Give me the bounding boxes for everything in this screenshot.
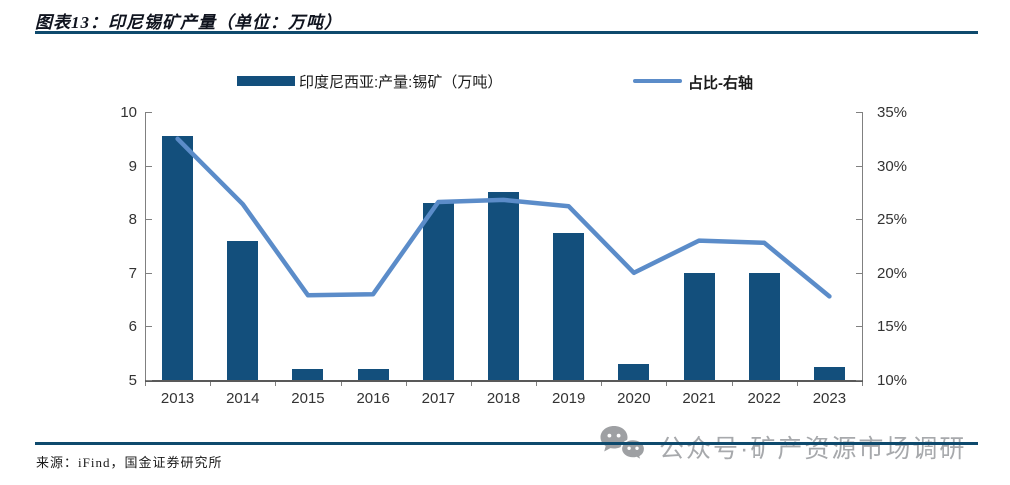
y-axis-label: 5	[128, 372, 137, 389]
source-note: 来源：iFind，国金证券研究所	[36, 455, 223, 470]
bar-2015	[292, 369, 324, 380]
y-axis-label: 8	[128, 211, 137, 229]
bar-2014	[227, 240, 259, 380]
x-axis-label: 2018	[486, 390, 521, 407]
y-axis-tick	[146, 165, 152, 167]
right-axis-line	[862, 112, 863, 380]
x-axis-tick	[145, 382, 146, 386]
bar-2023	[813, 366, 845, 380]
right-axis-tick	[856, 272, 862, 274]
right-axis-tick	[856, 112, 862, 113]
x-axis-label: 2021	[682, 390, 716, 407]
bar-2013	[162, 136, 194, 380]
wechat-bubbles-icon	[597, 424, 649, 469]
x-axis-tick	[862, 382, 863, 386]
right-axis-tick	[856, 326, 862, 328]
legend-bar-swatch	[237, 76, 295, 86]
right-axis-label: 35%	[877, 104, 908, 121]
right-axis-label: 25%	[877, 211, 908, 229]
right-axis-label: 30%	[877, 157, 908, 175]
page-title: 图表13：印尼锡矿产量（单位：万吨）	[35, 13, 342, 32]
x-axis-tick	[340, 382, 342, 386]
x-axis-tick	[666, 382, 668, 386]
x-axis-label: 2022	[747, 390, 781, 407]
right-axis-tick	[856, 380, 862, 381]
right-axis-tick	[856, 219, 862, 221]
title-underline	[35, 31, 978, 34]
x-axis-tick	[731, 382, 733, 386]
y-axis-tick	[146, 272, 152, 274]
y-axis-tick	[146, 219, 152, 221]
x-axis-label: 2015	[291, 390, 325, 407]
y-axis-label: 6	[128, 318, 137, 336]
watermark-text: 公众号·矿产资源市场调研	[659, 434, 967, 463]
bar-2022	[748, 272, 780, 380]
x-axis-label: 2014	[226, 390, 260, 407]
right-axis-tick	[856, 165, 862, 167]
x-axis-tick	[275, 382, 277, 386]
bar-2021	[683, 272, 715, 380]
y-axis-label: 9	[128, 157, 137, 175]
legend-line-label: 占比-右轴	[688, 75, 753, 92]
x-axis-label: 2023	[812, 390, 847, 407]
bar-2016	[357, 369, 389, 380]
x-axis-tick	[796, 382, 798, 386]
y-axis-tick	[146, 112, 152, 113]
legend-line-swatch	[633, 79, 682, 83]
y-axis-label: 10	[120, 104, 137, 121]
x-axis-label: 2020	[617, 390, 651, 407]
y-axis-line	[145, 112, 146, 380]
x-axis-tick	[405, 382, 407, 386]
y-axis-label: 7	[128, 264, 137, 282]
x-axis-label: 2013	[160, 390, 195, 407]
x-axis-tick	[470, 382, 472, 386]
bar-2017	[422, 203, 454, 380]
x-axis-label: 2016	[356, 390, 390, 407]
x-axis-tick	[601, 382, 603, 386]
x-axis-line	[145, 380, 863, 382]
bar-2019	[553, 232, 585, 380]
bar-2020	[618, 363, 650, 380]
y-axis-tick	[146, 380, 152, 381]
x-axis-tick	[536, 382, 538, 386]
right-axis-label: 20%	[877, 264, 908, 282]
watermark: 公众号·矿产资源市场调研	[597, 424, 966, 469]
footer-rule	[35, 442, 978, 445]
x-axis-label: 2017	[421, 390, 455, 407]
x-axis-tick	[210, 382, 212, 386]
legend-bar-label: 印度尼西亚:产量:锡矿（万吨）	[299, 74, 503, 91]
y-axis-tick	[146, 326, 152, 328]
right-axis-label: 10%	[877, 372, 908, 389]
bar-2018	[488, 192, 519, 380]
x-axis-label: 2019	[551, 390, 586, 407]
right-axis-label: 15%	[877, 318, 908, 336]
